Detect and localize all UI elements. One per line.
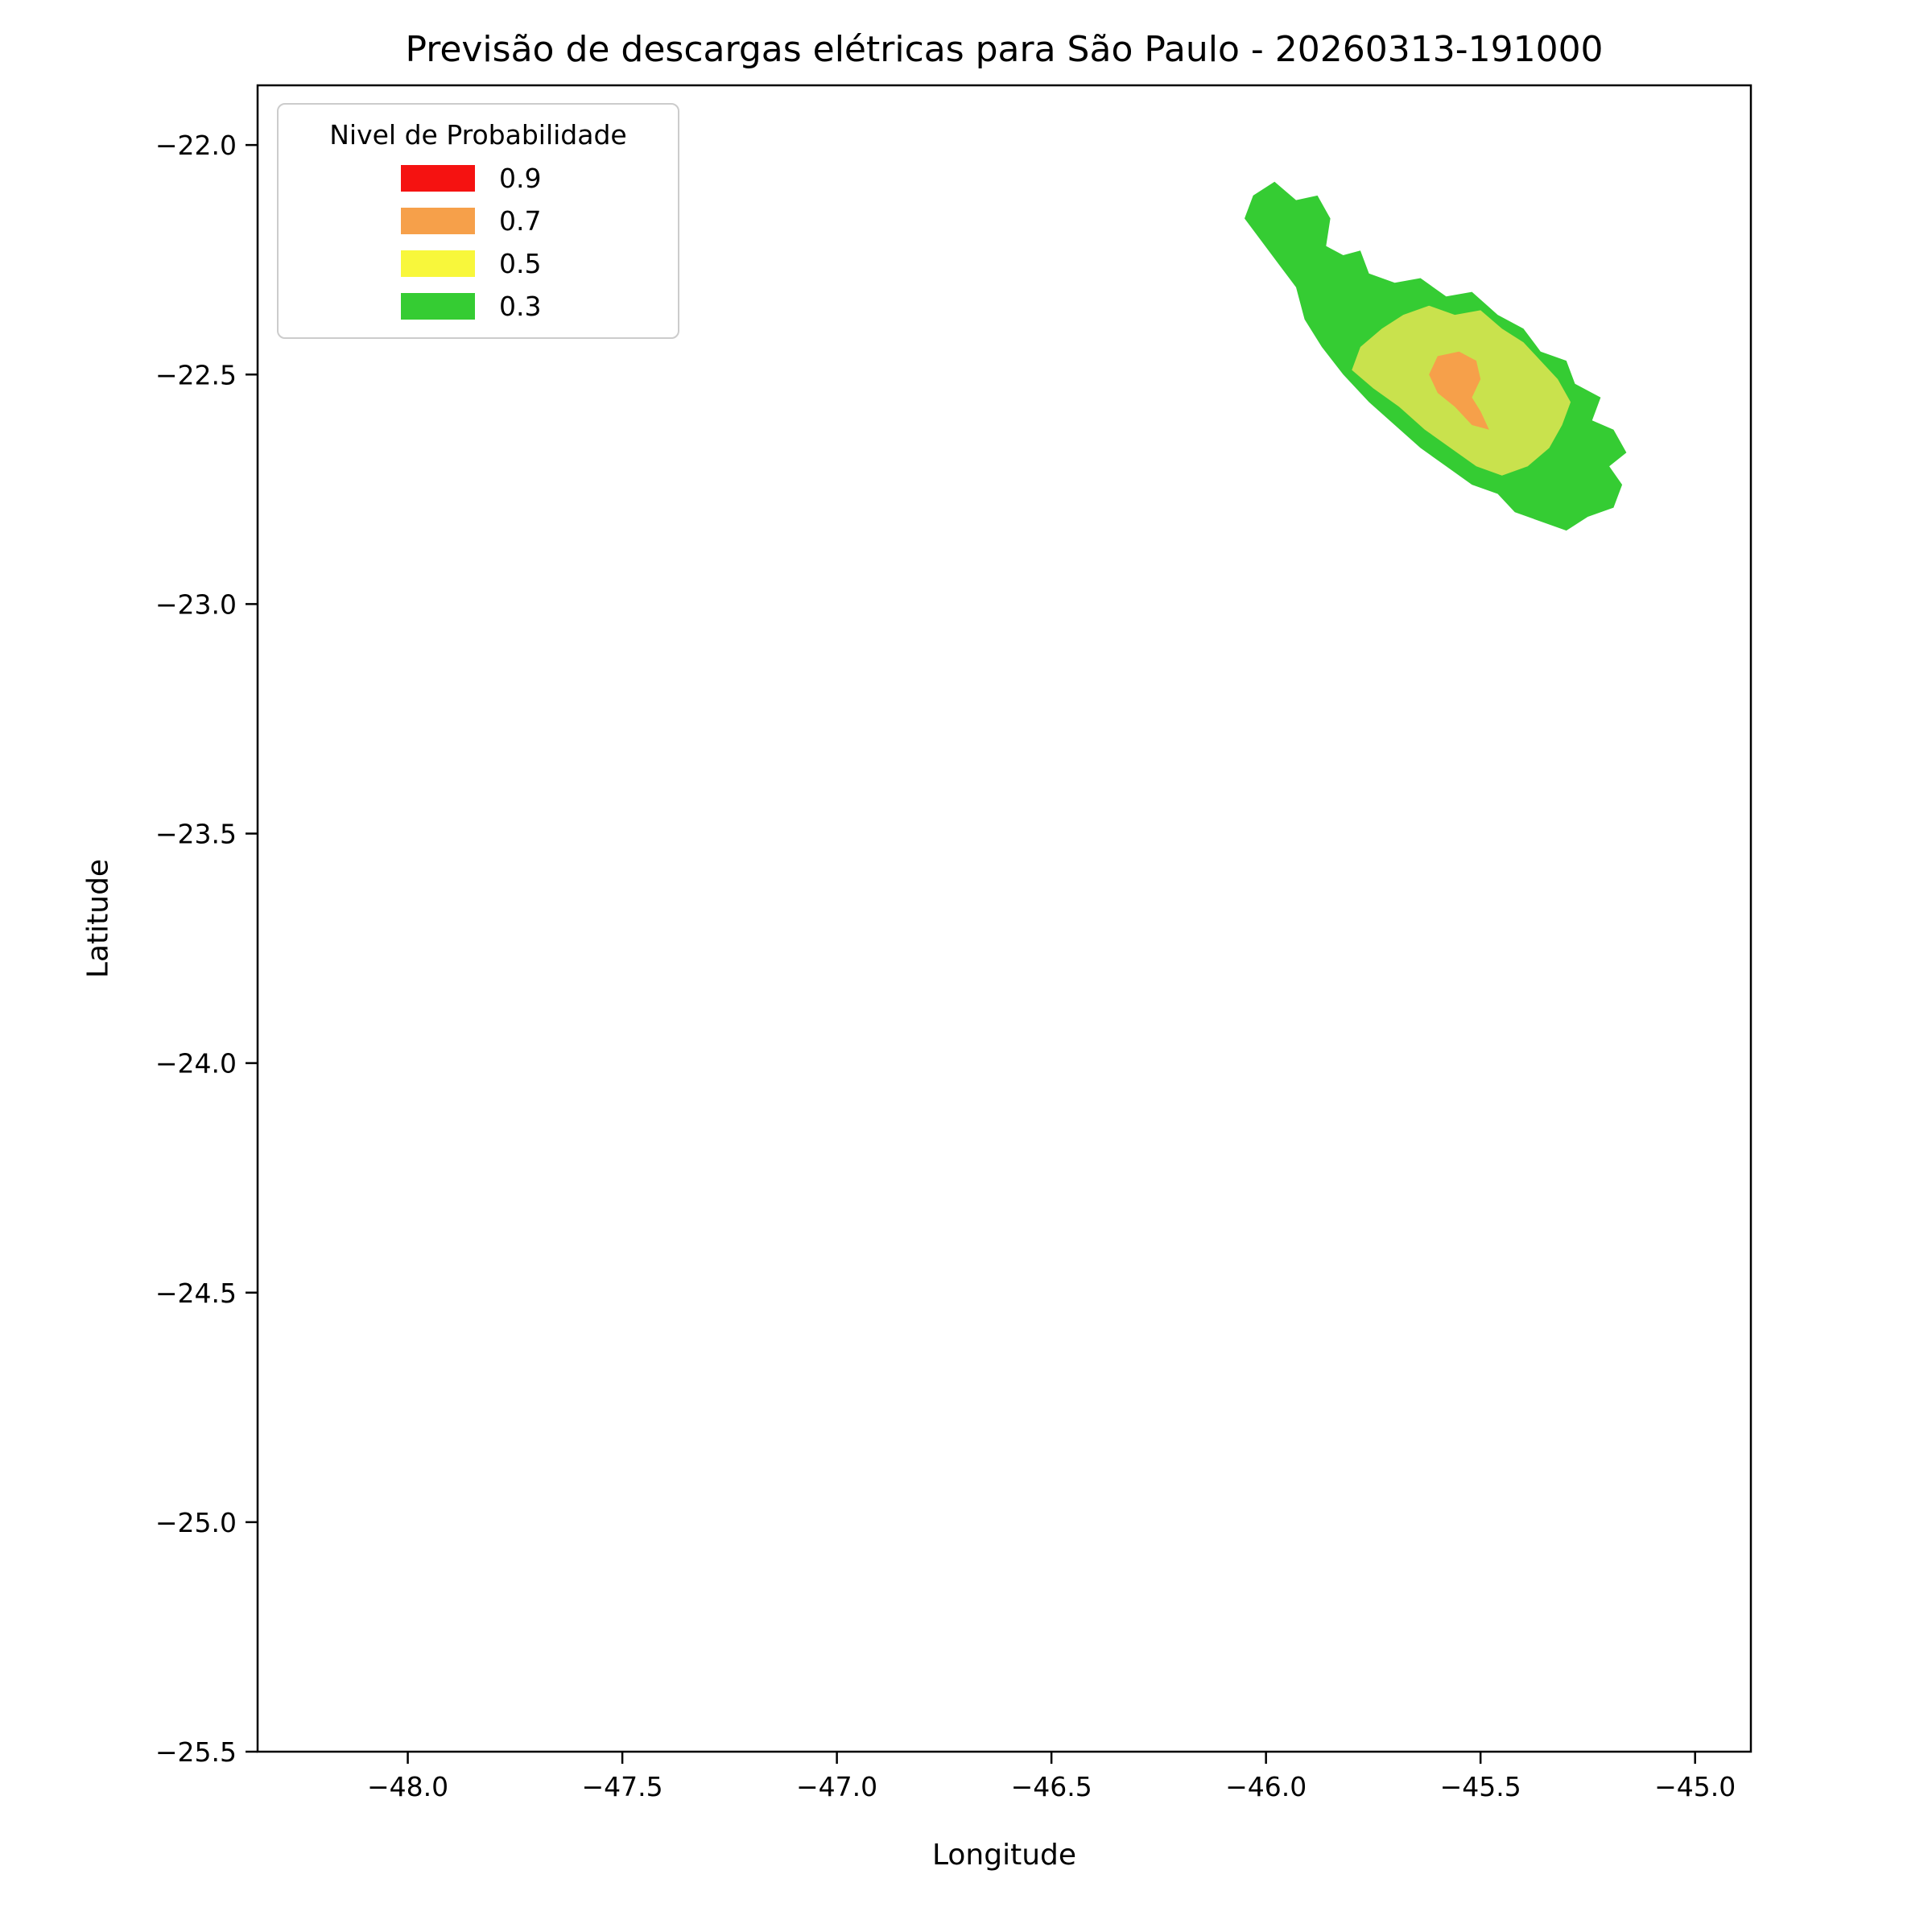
legend-swatch-0-9 [401,165,475,192]
x-tick-label: −46.0 [1225,1771,1307,1802]
y-tick-label: −25.0 [155,1507,237,1538]
y-tick-label: −22.0 [155,130,237,161]
x-tick-label: −45.0 [1654,1771,1736,1802]
chart-title: Previsão de descargas elétricas para São… [405,29,1604,70]
y-tick-label: −24.0 [155,1048,237,1080]
legend-swatch-0-5 [401,250,475,277]
legend-label: 0.5 [499,248,542,279]
legend-title: Nivel de Probabilidade [329,119,627,151]
legend-label: 0.3 [499,291,542,322]
y-tick-label: −23.0 [155,588,237,620]
legend-swatch-0-3 [401,293,475,320]
legend-swatch-0-7 [401,208,475,234]
legend: Nivel de Probabilidade 0.9 0.7 0.5 0.3 [277,103,679,339]
x-tick-label: −48.0 [367,1771,448,1802]
legend-entry: 0.3 [279,285,678,328]
y-axis-label: Latitude [81,858,115,979]
y-tick-label: −24.5 [155,1278,237,1309]
x-tick-label: −47.0 [796,1771,877,1802]
legend-label: 0.9 [499,163,542,194]
y-tick-label: −23.5 [155,819,237,850]
legend-entry: 0.7 [279,200,678,242]
axes-border [256,84,1752,1753]
contour-region-0.7 [1429,351,1489,430]
y-tick-label: −22.5 [155,359,237,390]
x-tick-label: −45.5 [1440,1771,1521,1802]
legend-label: 0.7 [499,205,542,237]
x-tick-label: −46.5 [1011,1771,1092,1802]
legend-entry: 0.9 [279,157,678,200]
legend-entry: 0.5 [279,242,678,285]
x-tick-label: −47.5 [582,1771,663,1802]
x-axis-label: Longitude [931,1839,1077,1872]
y-tick-label: −25.5 [155,1736,237,1768]
